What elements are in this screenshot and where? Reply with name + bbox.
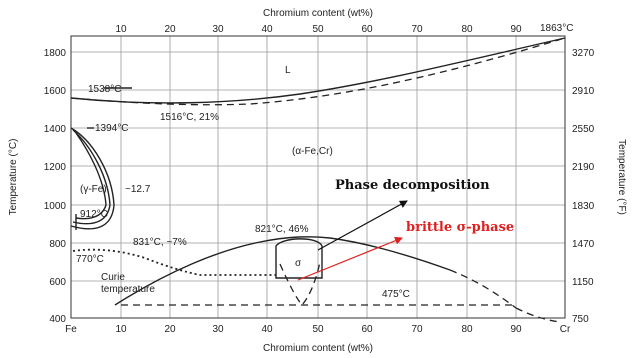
arrow-phase-decomposition [317, 200, 408, 251]
sigma-dome-extension [449, 269, 517, 309]
label-curie-temp: 770°C [76, 254, 104, 265]
curie-line [72, 248, 276, 276]
right-axis-title: Temperature (°F) [616, 139, 627, 215]
left-tick: 800 [49, 239, 66, 250]
right-tick: 750 [572, 314, 589, 325]
label-sigma-eutectoid: 831°C, ~7% [133, 237, 187, 248]
left-tick: 1200 [44, 162, 67, 173]
right-tick: 2190 [572, 162, 595, 173]
annotation-brittle-sigma: brittle σ-phase [406, 220, 514, 235]
left-axis-title: Temperature (°C) [8, 139, 19, 216]
top-tick: 70 [411, 24, 423, 35]
label-miscibility: 475°C [382, 289, 410, 300]
bottom-tick: Cr [560, 324, 571, 335]
left-tick-labels: 1800 1600 1400 1200 1000 800 600 400 [44, 48, 67, 325]
label-liquid: L [285, 65, 291, 76]
right-tick: 1470 [572, 239, 595, 250]
plot-frame [70, 35, 566, 319]
bottom-tick: 50 [312, 324, 324, 335]
bottom-tick-labels: Fe 10 20 30 40 50 60 70 80 90 Cr [65, 324, 571, 335]
label-fe-melting: 1538°C [88, 84, 121, 95]
top-tick: 40 [261, 24, 273, 35]
bottom-tick: 30 [212, 324, 224, 335]
top-tick: 60 [361, 24, 373, 35]
label-curie-2: temperature [101, 284, 155, 295]
left-tick: 1800 [44, 48, 67, 59]
gamma-loop-inner [75, 132, 107, 220]
label-gamma-transition: 1394°C [95, 123, 128, 134]
right-tick: 1150 [572, 277, 594, 288]
label-cr-melting: 1863°C [540, 23, 573, 34]
sigma-lower-boundary [279, 261, 321, 306]
bottom-tick: 10 [115, 324, 127, 335]
label-sigma: σ [295, 258, 302, 269]
bottom-tick: 90 [510, 324, 522, 335]
right-tick: 1830 [572, 201, 595, 212]
left-tick: 1600 [44, 86, 67, 97]
bottom-axis-title: Chromium content (wt%) [263, 343, 373, 354]
sigma-dome-outer [114, 236, 451, 306]
bottom-tick: 60 [361, 324, 373, 335]
label-curie-1: Curie [101, 272, 125, 283]
grid-lines [71, 36, 565, 318]
label-gamma-region: (γ-Fe) [80, 184, 107, 195]
right-tick-labels: 3270 2910 2550 2190 1830 1470 1150 750 [572, 48, 595, 325]
bottom-tick: 80 [461, 324, 473, 335]
right-tick: 2550 [572, 124, 595, 135]
solidus-curve [70, 37, 566, 106]
left-tick: 1400 [44, 124, 67, 135]
annotation-phase-decomposition: Phase decomposition [335, 178, 490, 193]
label-sigma-max: 821°C, 46% [255, 224, 309, 235]
bottom-tick: Fe [65, 324, 77, 335]
bottom-tick: 20 [164, 324, 176, 335]
top-tick-labels: 10 20 30 40 50 60 70 80 90 [115, 24, 522, 35]
bottom-tick: 70 [411, 324, 423, 335]
top-tick: 10 [115, 24, 127, 35]
top-axis-title: Chromium content (wt%) [263, 8, 373, 19]
right-tick: 2910 [572, 86, 595, 97]
left-tick: 600 [49, 277, 66, 288]
top-tick: 50 [312, 24, 324, 35]
top-tick: 80 [461, 24, 473, 35]
left-tick: 400 [49, 314, 66, 325]
cr-side-dash [515, 307, 561, 323]
label-min-point: 1516°C, 21% [160, 112, 219, 123]
top-tick: 20 [164, 24, 176, 35]
bottom-tick: 40 [261, 324, 273, 335]
sigma-pocket [275, 238, 323, 279]
gamma-loop-middle [72, 129, 111, 225]
arrow-brittle-sigma [297, 236, 403, 281]
gamma-loop-outer [70, 127, 115, 230]
right-tick: 3270 [572, 48, 595, 59]
label-alpha-region: (α-Fe,Cr) [292, 146, 333, 157]
label-alpha-gamma: 912°C [80, 209, 108, 220]
label-gamma-loop: ~12.7 [125, 184, 151, 195]
top-tick: 90 [510, 24, 522, 35]
left-tick: 1000 [44, 201, 67, 212]
top-tick: 30 [212, 24, 224, 35]
